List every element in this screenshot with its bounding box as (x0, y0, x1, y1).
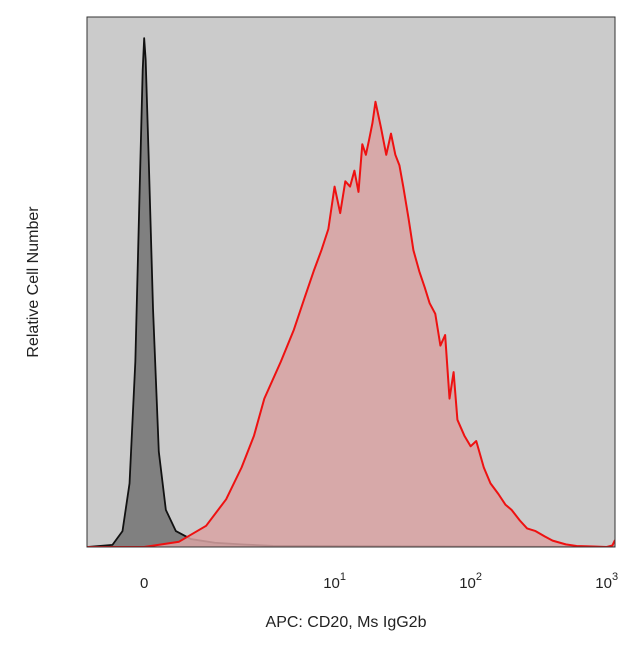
x-tick-label: 0 (140, 575, 148, 592)
isotype-histogram-fill (87, 38, 615, 547)
plot-frame (86, 16, 616, 548)
y-axis-title: Relative Cell Number (25, 206, 42, 358)
x-tick-label: 103 (595, 571, 618, 592)
x-axis-title: APC: CD20, Ms IgG2b (266, 614, 427, 631)
series-layer (87, 37, 615, 547)
stained-histogram-fill (87, 101, 615, 547)
x-axis-ticks: 0 101 102 103 (140, 571, 618, 592)
x-tick-label: 102 (459, 571, 482, 592)
x-tick-label: 101 (323, 571, 346, 592)
stained-histogram-line (87, 100, 615, 547)
